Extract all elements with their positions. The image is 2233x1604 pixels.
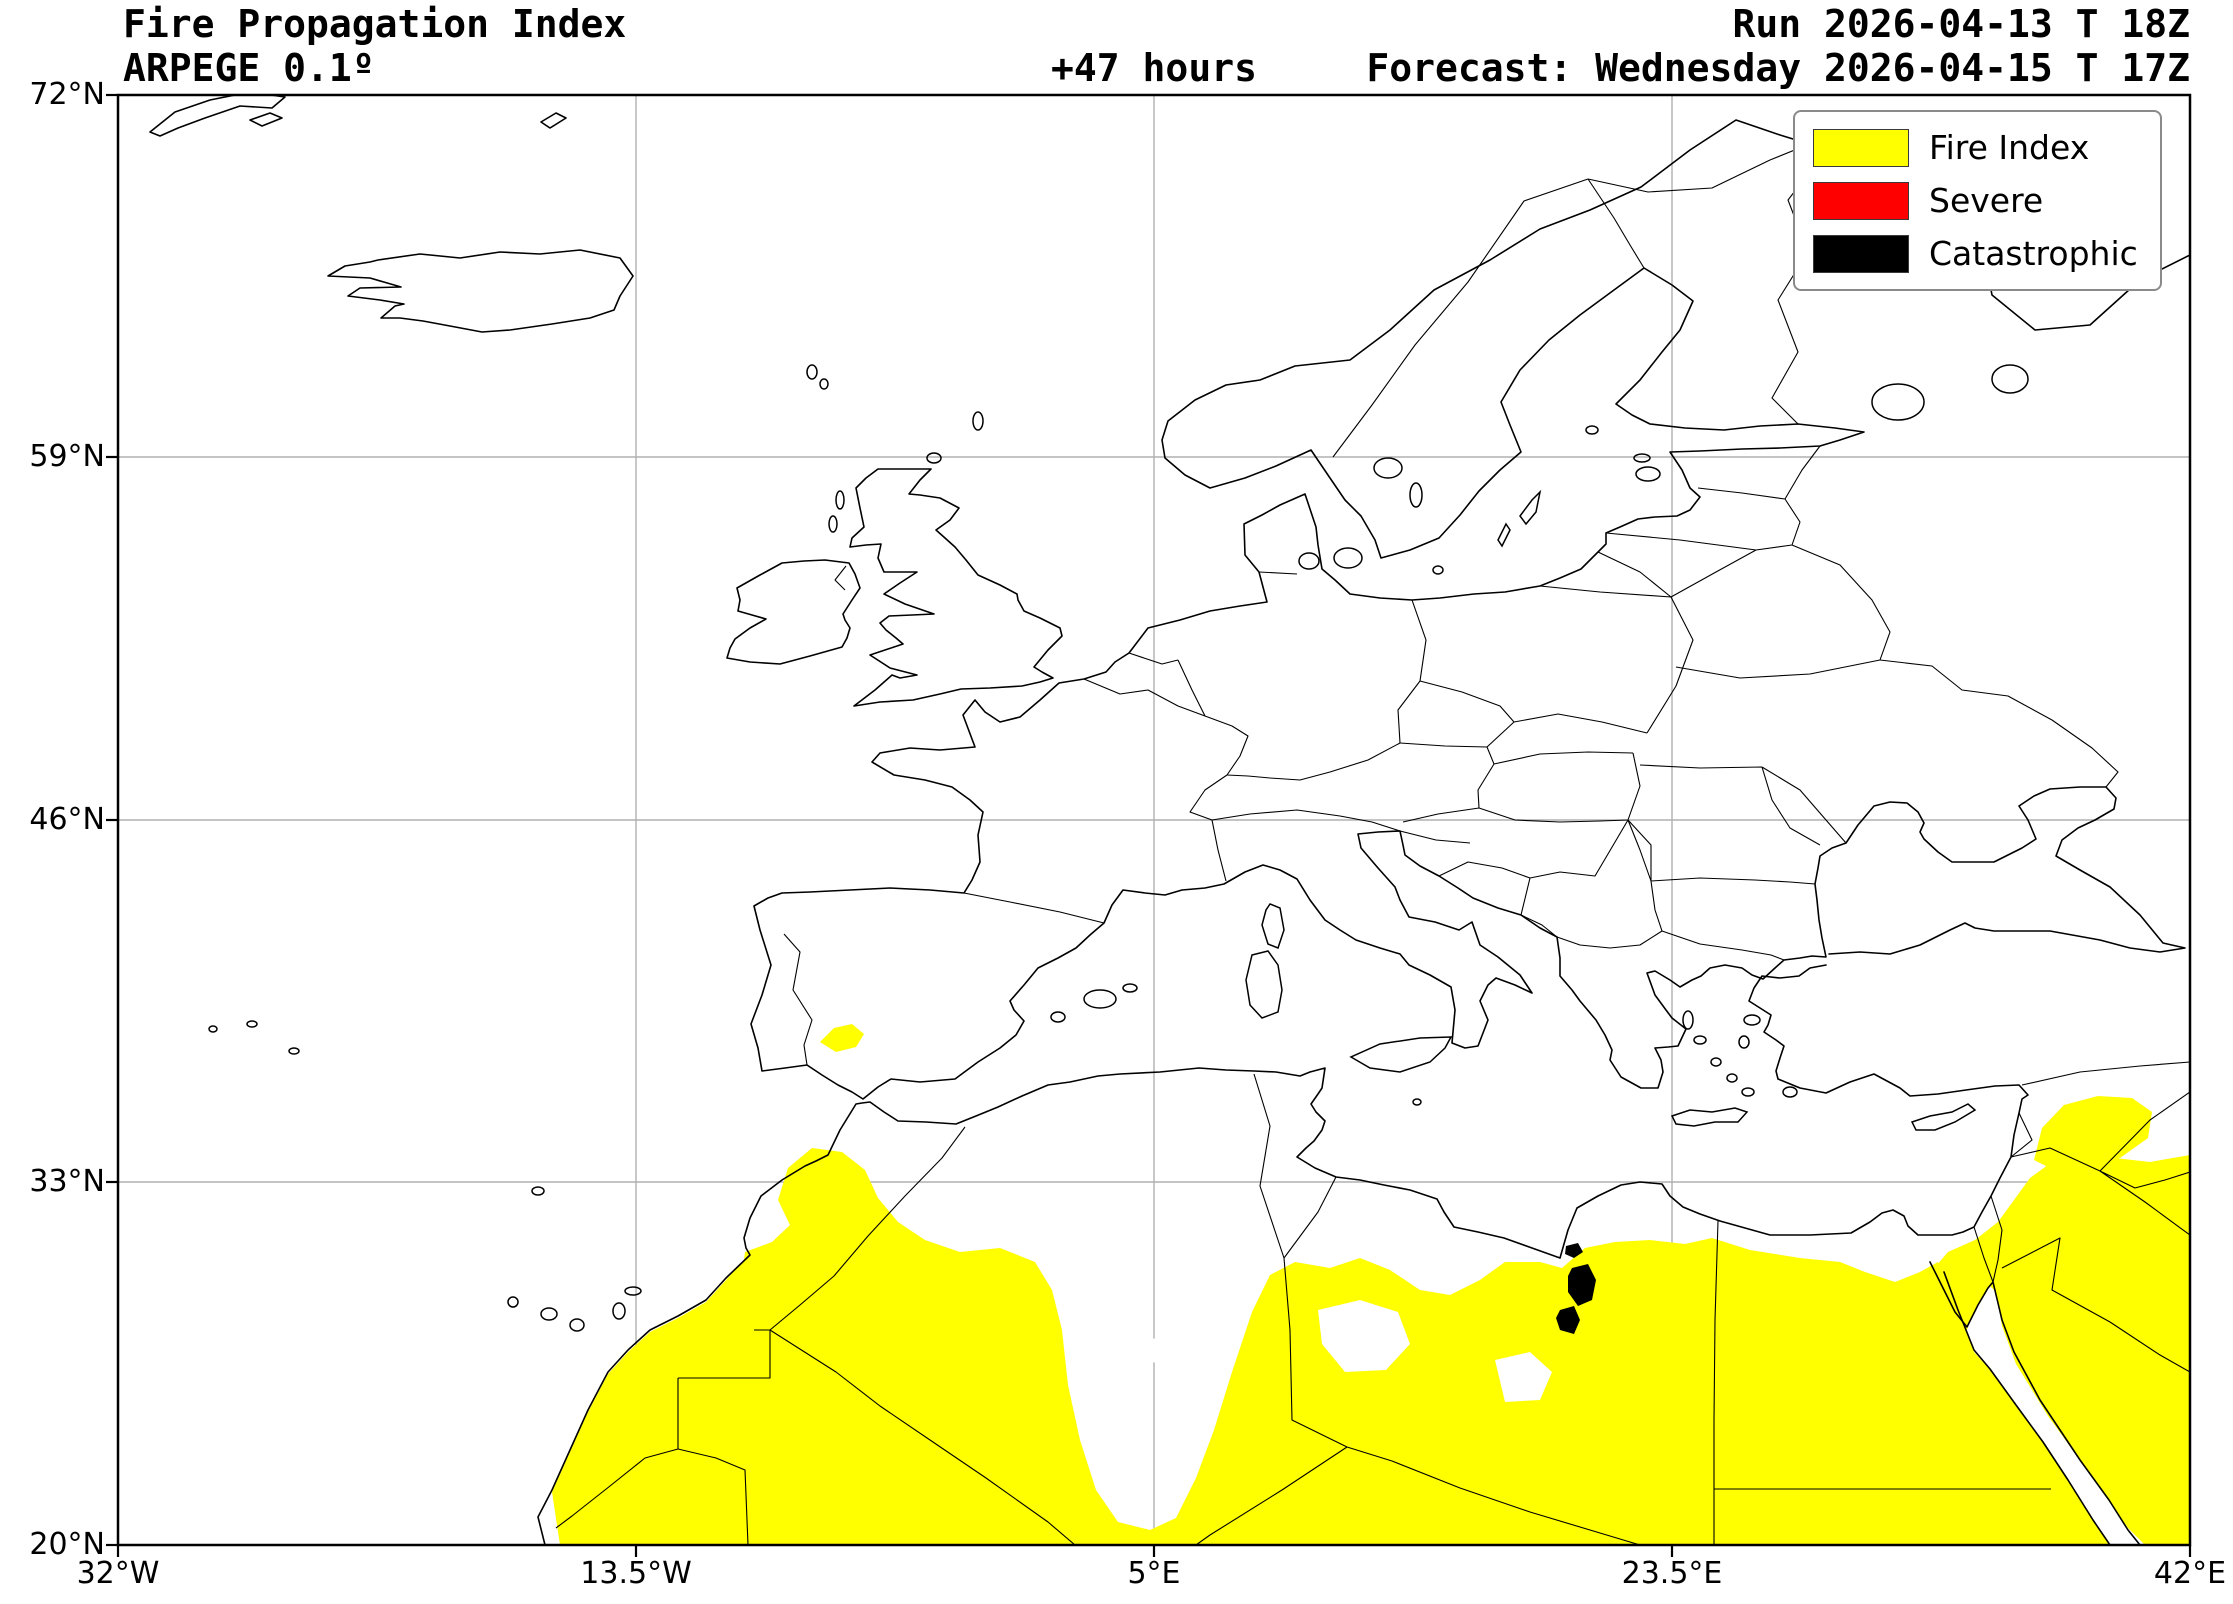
lake-ladoga [1871, 383, 1925, 421]
legend-label: Fire Index [1929, 128, 2090, 167]
fire-index-holes [1148, 1300, 1552, 1402]
catastrophic-layer [1556, 1243, 1596, 1334]
island-madeira [531, 1186, 545, 1196]
lake-onega [1991, 364, 2029, 394]
island-canary [569, 1318, 585, 1332]
island-euboea [1682, 1010, 1694, 1030]
island-hebrides [828, 515, 838, 533]
run-label: Run 2026-04-13 T 18Z [1732, 2, 2190, 46]
catastrophic-spot [1565, 1243, 1583, 1258]
x-tick-label: 23.5°E [1621, 1556, 1723, 1591]
island-azores [246, 1020, 258, 1028]
island-hiiumaa [1633, 453, 1651, 463]
x-tick-label: 42°E [2153, 1556, 2227, 1591]
lake-vanern [1373, 457, 1403, 479]
coastline-greenland-fragment [149, 95, 286, 137]
legend-label: Severe [1929, 181, 2044, 220]
island-sardinia [1245, 950, 1283, 1019]
island-chios [1738, 1035, 1750, 1049]
island-lesbos [1743, 1014, 1761, 1026]
borders-layer [555, 142, 2190, 1545]
island-saaremaa [1635, 466, 1661, 482]
catastrophic-spot [1556, 1306, 1580, 1334]
fire-region-south-spain [820, 1024, 864, 1052]
island-menorca [1122, 983, 1138, 993]
fire-index-swatch [1813, 128, 1909, 167]
island-sicily [1349, 1036, 1453, 1073]
islands-layer [208, 364, 2029, 1332]
axis-ticks [106, 93, 2192, 1557]
island-corsica [1261, 903, 1285, 949]
coastlines-layer [149, 95, 2190, 1545]
page-title: Fire Propagation Index [123, 2, 627, 46]
y-tick-label: 46°N [29, 802, 105, 837]
island-aegean [1726, 1073, 1738, 1083]
island-canary [612, 1302, 626, 1320]
y-tick-label: 33°N [29, 1164, 105, 1199]
coastline-africa-levant [537, 964, 2029, 1545]
island-cyprus [1910, 1103, 1977, 1131]
y-tick-label: 20°N [29, 1527, 105, 1562]
island-aegean [1710, 1057, 1722, 1067]
island-canary [624, 1286, 642, 1296]
island-hebrides [835, 490, 845, 510]
island-faroe [819, 378, 829, 390]
island-canary [540, 1307, 558, 1321]
coastline-europe-mainland [750, 119, 2190, 1100]
island-malta [1412, 1098, 1422, 1106]
island-orkney [926, 452, 942, 464]
island-mallorca [1083, 989, 1117, 1009]
fire-index-layer [552, 1024, 2190, 1545]
coastline-jan-mayen [540, 112, 567, 129]
map-legend: Fire Index Severe Catastrophic [1793, 110, 2162, 291]
island-canary [507, 1296, 519, 1308]
island-azores [208, 1025, 218, 1033]
x-tick-label: 5°E [1127, 1556, 1181, 1591]
x-tick-label: 32°W [76, 1556, 160, 1591]
island-rhodes [1782, 1086, 1798, 1098]
catastrophic-swatch [1813, 234, 1909, 273]
coastline-sinai-arabia [1929, 1261, 2141, 1545]
legend-item-fire-index: Fire Index [1813, 128, 2138, 167]
island-aegean [1741, 1087, 1755, 1097]
island-zealand [1333, 547, 1363, 569]
coastline-iceland [327, 249, 634, 333]
island-azores [288, 1047, 300, 1055]
island-oland [1497, 522, 1511, 548]
lead-time-label: +47 hours [1051, 46, 1257, 90]
coastline-ireland [726, 559, 861, 665]
island-bornholm [1432, 565, 1444, 575]
coastline-great-britain [849, 468, 1063, 707]
island-funen [1298, 552, 1320, 570]
legend-item-catastrophic: Catastrophic [1813, 234, 2138, 273]
island-ibiza [1050, 1011, 1066, 1023]
y-tick-label: 72°N [29, 77, 105, 112]
island-faroe [806, 364, 818, 380]
model-label: ARPEGE 0.1º [123, 46, 375, 90]
x-tick-label: 13.5°W [580, 1556, 692, 1591]
severe-swatch [1813, 181, 1909, 220]
forecast-label: Forecast: Wednesday 2026-04-15 T 17Z [1366, 46, 2190, 90]
legend-item-severe: Severe [1813, 181, 2138, 220]
island-shetland [972, 411, 984, 431]
gridlines [118, 95, 2190, 1545]
y-tick-label: 59°N [29, 439, 105, 474]
island-gotland [1519, 489, 1542, 526]
island-aegean [1693, 1035, 1707, 1045]
island-crete [1670, 1107, 1749, 1127]
fire-region-ne-syria [2034, 1096, 2152, 1168]
island-aland [1585, 425, 1599, 435]
lake-vattern [1409, 482, 1423, 508]
coastline-greenland-fragment [249, 112, 283, 127]
legend-label: Catastrophic [1929, 234, 2138, 273]
catastrophic-spot [1568, 1264, 1596, 1306]
